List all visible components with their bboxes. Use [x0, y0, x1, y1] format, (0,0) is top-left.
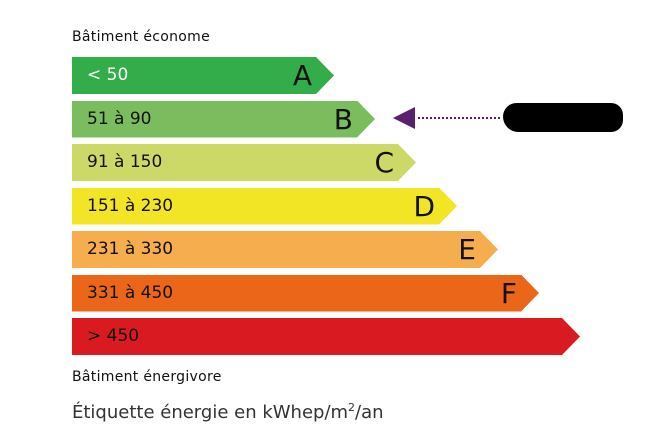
- class-letter: A: [292, 59, 312, 92]
- energy-class-bar-B: 51 à 90 B: [72, 101, 375, 138]
- energy-class-bar-D: 151 à 230 D: [72, 188, 457, 225]
- current-class-arrow-icon: [393, 107, 415, 129]
- bottom-label: Bâtiment énergivore: [72, 369, 222, 385]
- energy-class-bar-F: 331 à 450 F: [72, 275, 539, 312]
- class-range: 91 à 150: [87, 152, 163, 172]
- energy-class-bar-G: > 450: [72, 318, 580, 355]
- redacted-value: [503, 103, 623, 132]
- energy-class-bar-E: 231 à 330 E: [72, 231, 498, 268]
- class-range: < 50: [87, 65, 129, 85]
- energy-class-bar-C: 91 à 150 C: [72, 144, 416, 181]
- class-range: 51 à 90: [87, 108, 152, 129]
- marker-dotted-line: [418, 117, 500, 119]
- class-letter: C: [374, 146, 394, 179]
- class-letter: B: [333, 102, 353, 136]
- caption-suffix: /an: [355, 402, 384, 423]
- class-range: 231 à 330: [87, 239, 174, 259]
- class-range: 151 à 230: [87, 195, 174, 216]
- class-letter: E: [458, 233, 476, 266]
- unit-caption: Étiquette énergie en kWhep/m2/an: [72, 401, 384, 423]
- class-letter: F: [500, 276, 517, 310]
- caption-superscript: 2: [348, 401, 356, 414]
- class-range: 331 à 450: [87, 282, 174, 303]
- class-range: > 450: [87, 326, 140, 346]
- top-label: Bâtiment économe: [72, 29, 210, 45]
- caption-text: Étiquette énergie en kWhep/m: [72, 402, 349, 423]
- energy-class-bar-A: < 50 A: [72, 57, 334, 94]
- class-letter: D: [413, 189, 435, 223]
